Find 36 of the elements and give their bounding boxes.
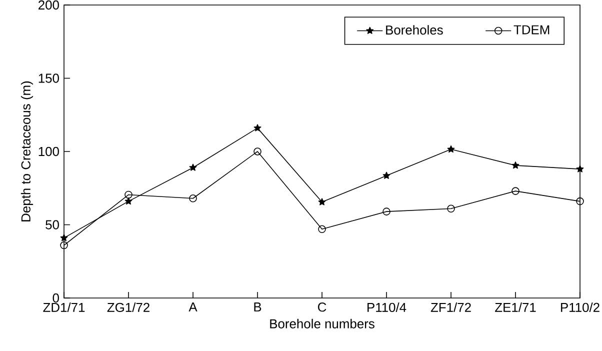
x-tick-label: A [188,302,198,312]
y-tick-label: 50 [46,220,59,230]
point [382,208,390,216]
y-axis-title: Depth to Cretaceous (m) [20,81,34,222]
x-tick-label: C [318,302,326,312]
point [318,225,326,234]
x-tick-label: P110/2 [561,302,600,312]
point [254,124,262,132]
x-tick-label: P110/4 [368,302,406,312]
point [254,148,262,156]
y-tick-label: 0 [52,293,59,303]
x-tick-label: ZE1/71 [495,302,536,312]
point [60,241,68,250]
point [576,197,584,206]
point [318,198,326,206]
point [189,164,197,171]
point [512,187,520,195]
x-tick-label: ZF1/72 [430,302,471,312]
x-tick-label: B [254,302,262,312]
point [124,197,132,205]
point [382,172,390,179]
point [447,204,455,213]
point [576,165,584,172]
point [189,194,197,202]
point [60,234,68,242]
y-tick-label: 150 [38,74,59,83]
point [447,145,455,153]
y-tick-label: 100 [38,146,59,156]
x-tick-label: ZD1/71 [43,302,85,312]
legend-label: Boreholes [386,25,443,35]
point [512,162,520,169]
y-tick-label: 200 [38,0,59,10]
point [124,190,132,199]
x-tick-label: ZG1/72 [107,302,150,312]
x-axis-title: Borehole numbers [270,318,374,328]
legend-label: TDEM [514,25,550,34]
